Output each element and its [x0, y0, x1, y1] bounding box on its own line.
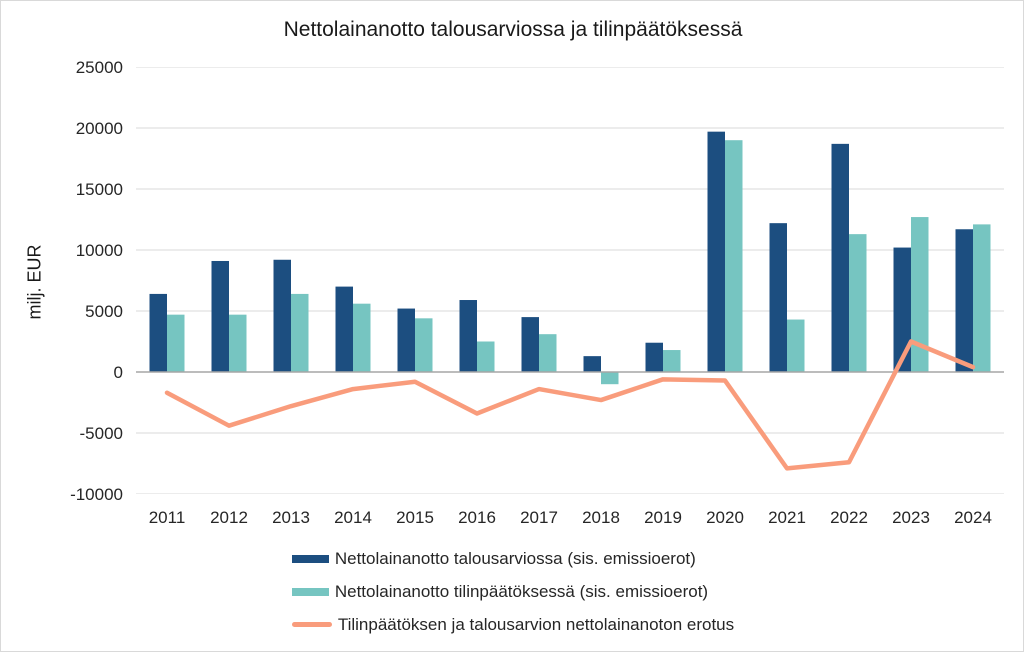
y-tick-label: 10000: [75, 240, 123, 260]
legend-item-actual: Nettolainanotto tilinpäätöksessä (sis. e…: [291, 581, 734, 602]
legend-item-budget: Nettolainanotto talousarviossa (sis. emi…: [291, 548, 734, 569]
x-tick-label-2014: 2014: [334, 508, 372, 527]
legend-label-actual: Nettolainanotto tilinpäätöksessä (sis. e…: [334, 582, 709, 601]
x-tick-label-2015: 2015: [396, 508, 434, 527]
y-tick-label: 15000: [75, 179, 123, 199]
bar-budget-2015: [397, 308, 415, 372]
bar-budget-2013: [273, 259, 291, 372]
x-tick-label-2016: 2016: [458, 508, 496, 527]
y-tick-label: 20000: [75, 118, 123, 138]
x-tick-label-2020: 2020: [706, 508, 744, 527]
legend-inner: Nettolainanotto talousarviossa (sis. emi…: [291, 548, 735, 635]
x-tick-label-2012: 2012: [210, 508, 248, 527]
bar-budget-2014: [335, 286, 353, 372]
legend-item-difference: Tilinpäätöksen ja talousarvion nettolain…: [291, 614, 735, 635]
bar-actual-2022: [849, 234, 867, 372]
bar-actual-2017: [539, 334, 557, 372]
bar-budget-2021: [769, 223, 787, 372]
y-tick-label: 5000: [85, 301, 123, 321]
y-tick-label: 0: [113, 362, 123, 382]
actual-series-swatch-icon: [291, 587, 329, 596]
legend: Nettolainanotto talousarviossa (sis. emi…: [1, 548, 1023, 647]
bar-actual-2019: [663, 350, 681, 372]
chart-title: Nettolainanotto talousarviossa ja tilinp…: [283, 18, 743, 41]
x-tick-label-2022: 2022: [830, 508, 868, 527]
budget-series-swatch-icon: [291, 554, 329, 563]
x-tick-label-2019: 2019: [644, 508, 682, 527]
bar-budget-2017: [521, 317, 539, 372]
bar-budget-2024: [955, 229, 973, 372]
y-tick-label: -10000: [70, 484, 123, 504]
x-tick-label-2013: 2013: [272, 508, 310, 527]
bar-budget-2020: [707, 131, 725, 372]
bar-actual-2018: [601, 372, 619, 385]
x-tick-label-2024: 2024: [954, 508, 992, 527]
bar-budget-2016: [459, 300, 477, 372]
bar-actual-2012: [229, 314, 247, 372]
x-tick-label-2018: 2018: [582, 508, 620, 527]
bar-actual-2014: [353, 303, 371, 372]
x-tick-label-2011: 2011: [148, 508, 186, 527]
bar-actual-2023: [911, 217, 929, 372]
y-tick-label: -5000: [79, 423, 123, 443]
bar-budget-2022: [831, 143, 849, 372]
bar-actual-2020: [725, 140, 743, 372]
bar-budget-2011: [149, 293, 167, 372]
x-tick-label-2023: 2023: [892, 508, 930, 527]
x-tick-label-2021: 2021: [768, 508, 806, 527]
x-tick-label-2017: 2017: [520, 508, 558, 527]
bar-actual-2021: [787, 319, 805, 372]
bar-actual-2015: [415, 318, 433, 372]
bar-actual-2011: [167, 314, 185, 372]
bar-actual-2024: [973, 224, 991, 372]
difference-line: [164, 339, 976, 471]
difference-series-swatch-icon: [291, 622, 332, 627]
y-tick-label: 25000: [75, 57, 123, 77]
plot-area: [136, 67, 1004, 494]
bar-actual-2016: [477, 341, 495, 372]
bar-budget-2012: [211, 260, 229, 372]
legend-label-difference: Tilinpäätöksen ja talousarvion nettolain…: [337, 615, 735, 634]
bar-budget-2019: [645, 342, 663, 372]
legend-label-budget: Nettolainanotto talousarviossa (sis. emi…: [334, 549, 696, 568]
bar-actual-2013: [291, 293, 309, 372]
bar-budget-2018: [583, 356, 601, 372]
bar-budget-2023: [893, 247, 911, 372]
